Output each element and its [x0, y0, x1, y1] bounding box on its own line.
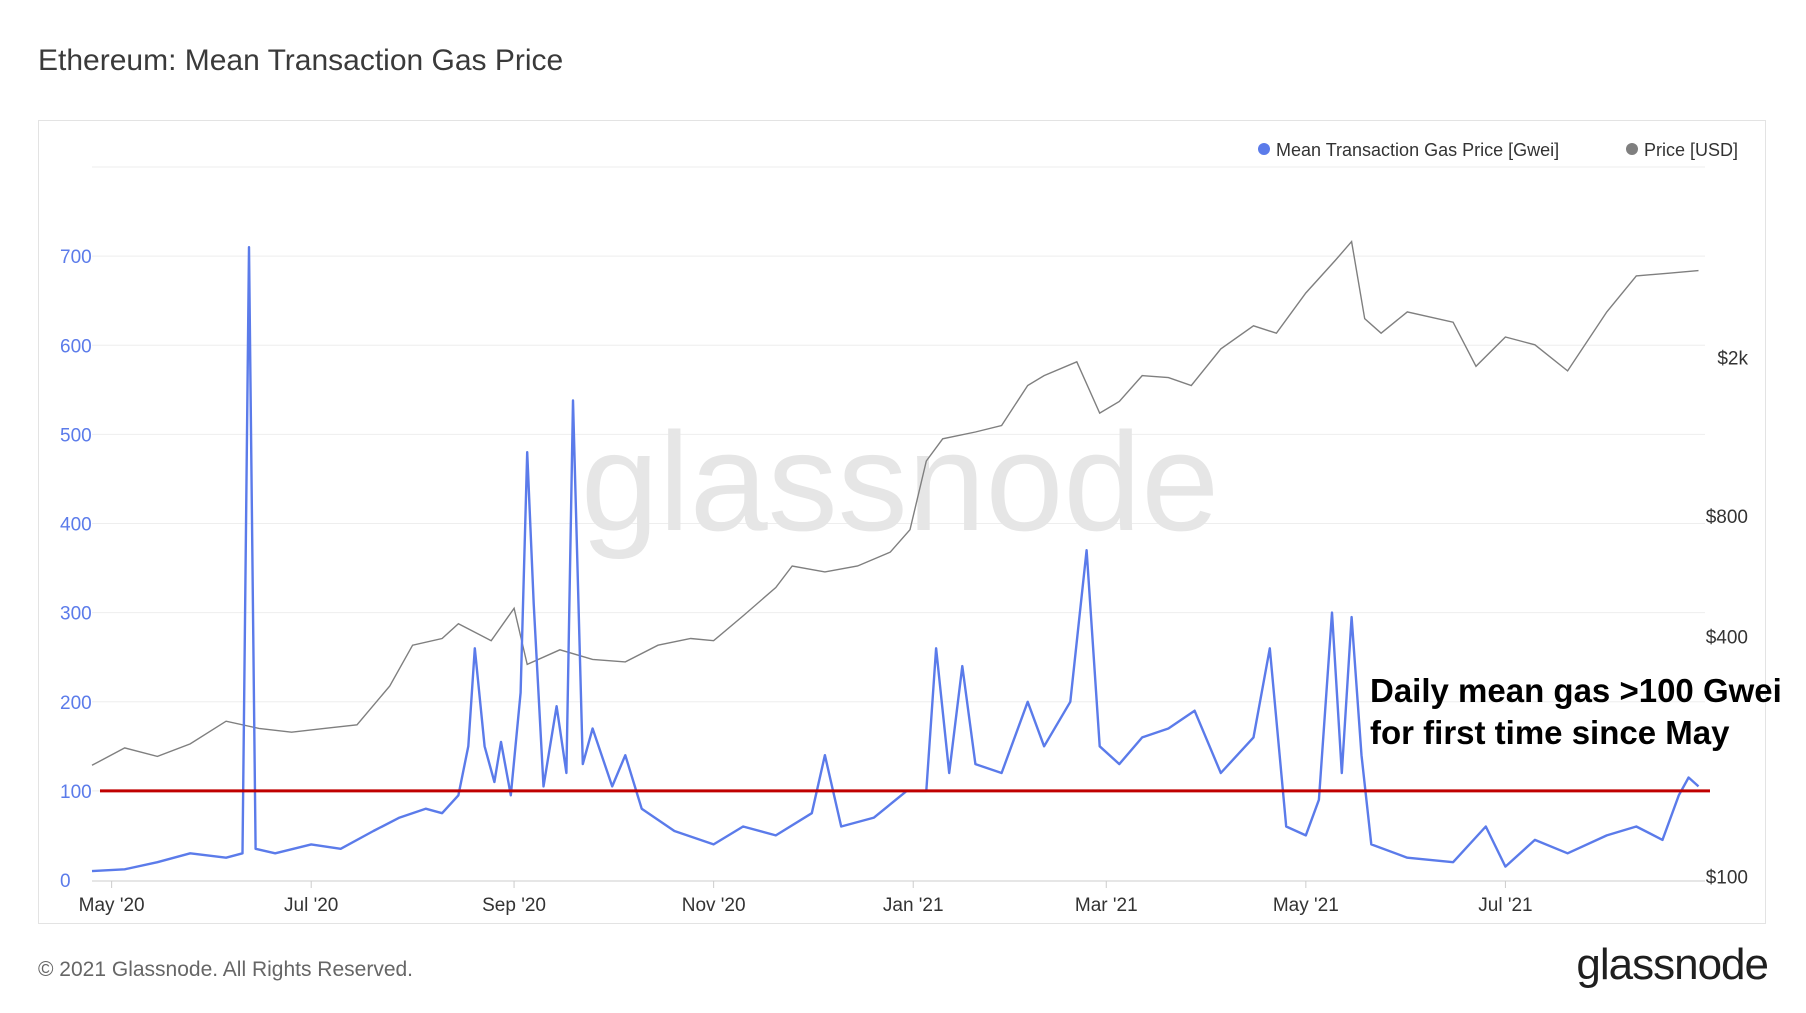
- y-left-tick-label: 700: [60, 247, 92, 268]
- y-right-tick-label: $100: [1706, 867, 1748, 888]
- x-tick-label: May '20: [79, 895, 145, 916]
- y-left-tick-label: 400: [60, 515, 92, 536]
- y-left-tick-label: 100: [60, 782, 92, 803]
- legend-gas-marker: [1258, 143, 1270, 155]
- copyright-footer: © 2021 Glassnode. All Rights Reserved.: [38, 958, 414, 981]
- gas-price-line: [91, 245, 1700, 873]
- legend-price-label: Price [USD]: [1644, 140, 1738, 160]
- annotation: Daily mean gas >100 Gwei for first time …: [1370, 670, 1782, 754]
- x-axis: May '20 Jul '20 Sep '20 Nov '20 Jan '21 Mar '…: [79, 881, 1533, 916]
- x-tick-label: Mar '21: [1075, 895, 1138, 916]
- brand-logo: glassnode: [1576, 940, 1769, 989]
- x-tick-label: Jan '21: [883, 895, 944, 916]
- y-left-tick-label: 200: [60, 693, 92, 714]
- price-usd-line: [91, 240, 1699, 766]
- y-axis-left: 0 100 200 300 400 500 600 700: [60, 247, 92, 892]
- y-left-tick-label: 600: [60, 336, 92, 357]
- y-right-tick-label: $400: [1706, 627, 1748, 648]
- y-left-tick-label: 0: [60, 871, 71, 892]
- annotation-line-1: Daily mean gas >100 Gwei: [1370, 672, 1782, 709]
- x-tick-label: Sep '20: [482, 895, 546, 916]
- legend: Mean Transaction Gas Price [Gwei] Price […: [1258, 140, 1738, 160]
- legend-gas-label: Mean Transaction Gas Price [Gwei]: [1276, 140, 1559, 160]
- y-right-tick-label: $2k: [1717, 348, 1748, 369]
- y-left-tick-label: 300: [60, 604, 92, 625]
- chart-panel: [38, 120, 1766, 924]
- y-axis-right: $100 $400 $800 $2k: [1706, 348, 1749, 888]
- watermark: glassnode: [581, 403, 1219, 560]
- y-right-tick-label: $800: [1706, 507, 1748, 528]
- series-layer: [91, 240, 1710, 873]
- x-tick-label: May '21: [1273, 895, 1339, 916]
- x-tick-label: Jul '20: [284, 895, 338, 916]
- page-title: Ethereum: Mean Transaction Gas Price: [38, 44, 564, 77]
- x-tick-label: Nov '20: [682, 895, 746, 916]
- legend-price-marker: [1626, 143, 1638, 155]
- x-tick-label: Jul '21: [1478, 895, 1532, 916]
- y-left-tick-label: 500: [60, 425, 92, 446]
- annotation-line-2: for first time since May: [1370, 714, 1730, 751]
